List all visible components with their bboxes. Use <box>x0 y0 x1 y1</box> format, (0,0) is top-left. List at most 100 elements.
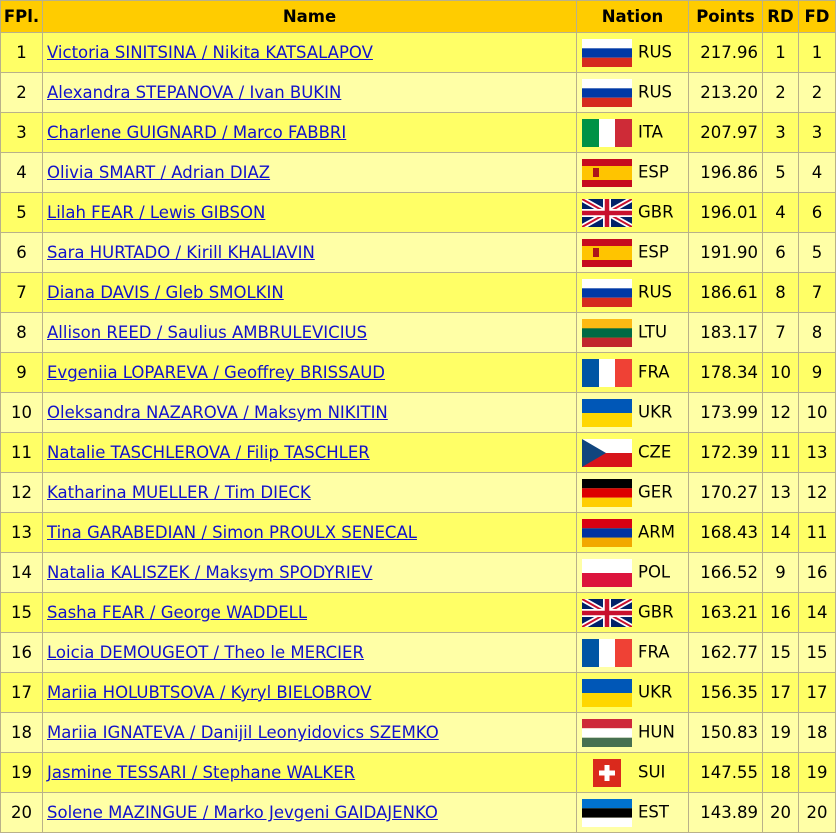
header-cell: Nation <box>576 0 689 33</box>
name-cell: Natalie TASCHLEROVA / Filip TASCHLER <box>42 432 577 473</box>
points: 143.89 <box>688 792 763 833</box>
skater-link[interactable]: Mariia IGNATEVA / Danijil Leonyidovics S… <box>47 723 439 742</box>
place: 14 <box>0 552 43 593</box>
result-row: 20 Solene MAZINGUE / Marko Jevgeni GAIDAJ… <box>0 792 836 833</box>
result-row: 2 Alexandra STEPANOVA / Ivan BUKIN RUS 213.… <box>0 72 836 113</box>
place: 8 <box>0 312 43 353</box>
flag <box>582 479 632 507</box>
flag <box>582 199 632 227</box>
flag <box>582 279 632 307</box>
skater-link[interactable]: Tina GARABEDIAN / Simon PROULX SENECAL <box>47 523 417 542</box>
place: 5 <box>0 192 43 233</box>
points: 213.20 <box>688 72 763 113</box>
free-dance-rank: 19 <box>798 752 836 793</box>
skater-link[interactable]: Charlene GUIGNARD / Marco FABBRI <box>47 123 347 142</box>
free-dance-rank: 2 <box>798 72 836 113</box>
result-row: 17 Mariia HOLUBTSOVA / Kyryl BIELOBROV UKR… <box>0 672 836 713</box>
nation-cell: LTU <box>576 312 689 353</box>
nation-code: POL <box>638 562 671 581</box>
rhythm-dance-rank: 14 <box>762 512 799 553</box>
nation-cell: GBR <box>576 192 689 233</box>
skater-link[interactable]: Sasha FEAR / George WADDELL <box>47 603 308 622</box>
result-row: 11 Natalie TASCHLEROVA / Filip TASCHLER CZ… <box>0 432 836 473</box>
place: 7 <box>0 272 43 313</box>
nation-cell: UKR <box>576 672 689 713</box>
rhythm-dance-rank: 7 <box>762 312 799 353</box>
rhythm-dance-rank: 5 <box>762 152 799 193</box>
name-cell: Solene MAZINGUE / Marko Jevgeni GAIDAJEN… <box>42 792 577 833</box>
skater-link[interactable]: Olivia SMART / Adrian DIAZ <box>47 163 271 182</box>
free-dance-rank: 9 <box>798 352 836 393</box>
nation-code: ESP <box>638 162 669 181</box>
nation-cell: RUS <box>576 32 689 73</box>
name-cell: Natalia KALISZEK / Maksym SPODYRIEV <box>42 552 577 593</box>
place: 1 <box>0 32 43 73</box>
points: 173.99 <box>688 392 763 433</box>
rhythm-dance-rank: 9 <box>762 552 799 593</box>
free-dance-rank: 12 <box>798 472 836 513</box>
points: 147.55 <box>688 752 763 793</box>
skater-link[interactable]: Jasmine TESSARI / Stephane WALKER <box>47 763 356 782</box>
skater-link[interactable]: Mariia HOLUBTSOVA / Kyryl BIELOBROV <box>47 683 372 702</box>
nation-code: FRA <box>638 642 670 661</box>
skater-link[interactable]: Evgeniia LOPAREVA / Geoffrey BRISSAUD <box>47 363 385 382</box>
place: 20 <box>0 792 43 833</box>
name-cell: Tina GARABEDIAN / Simon PROULX SENECAL <box>42 512 577 553</box>
skater-link[interactable]: Victoria SINITSINA / Nikita KATSALAPOV <box>47 43 373 62</box>
skater-link[interactable]: Natalia KALISZEK / Maksym SPODYRIEV <box>47 563 373 582</box>
flag <box>582 439 632 467</box>
rhythm-dance-rank: 1 <box>762 32 799 73</box>
name-cell: Olivia SMART / Adrian DIAZ <box>42 152 577 193</box>
flag <box>582 759 632 787</box>
points: 191.90 <box>688 232 763 273</box>
flag <box>582 399 632 427</box>
name-cell: Alexandra STEPANOVA / Ivan BUKIN <box>42 72 577 113</box>
nation-cell: ESP <box>576 152 689 193</box>
points: 183.17 <box>688 312 763 353</box>
skater-link[interactable]: Katharina MUELLER / Tim DIECK <box>47 483 311 502</box>
nation-code: RUS <box>638 42 673 61</box>
skater-link[interactable]: Sara HURTADO / Kirill KHALIAVIN <box>47 243 315 262</box>
flag <box>582 359 632 387</box>
rhythm-dance-rank: 3 <box>762 112 799 153</box>
result-row: 7 Diana DAVIS / Gleb SMOLKIN RUS 186.61 8 7 <box>0 272 836 313</box>
name-cell: Lilah FEAR / Lewis GIBSON <box>42 192 577 233</box>
free-dance-rank: 13 <box>798 432 836 473</box>
place: 2 <box>0 72 43 113</box>
result-row: 13 Tina GARABEDIAN / Simon PROULX SENECAL… <box>0 512 836 553</box>
free-dance-rank: 5 <box>798 232 836 273</box>
result-row: 18 Mariia IGNATEVA / Danijil Leonyidovics… <box>0 712 836 753</box>
skater-link[interactable]: Natalie TASCHLEROVA / Filip TASCHLER <box>47 443 370 462</box>
free-dance-rank: 14 <box>798 592 836 633</box>
skater-link[interactable]: Solene MAZINGUE / Marko Jevgeni GAIDAJEN… <box>47 803 438 822</box>
nation-cell: GER <box>576 472 689 513</box>
skater-link[interactable]: Allison REED / Saulius AMBRULEVICIUS <box>47 323 368 342</box>
skater-link[interactable]: Loicia DEMOUGEOT / Theo le MERCIER <box>47 643 364 662</box>
skater-link[interactable]: Alexandra STEPANOVA / Ivan BUKIN <box>47 83 342 102</box>
rhythm-dance-rank: 12 <box>762 392 799 433</box>
result-row: 16 Loicia DEMOUGEOT / Theo le MERCIER FRA 1… <box>0 632 836 673</box>
nation-code: SUI <box>638 762 666 781</box>
flag <box>582 239 632 267</box>
skater-link[interactable]: Diana DAVIS / Gleb SMOLKIN <box>47 283 284 302</box>
skater-link[interactable]: Lilah FEAR / Lewis GIBSON <box>47 203 266 222</box>
flag <box>582 159 632 187</box>
result-row: 6 Sara HURTADO / Kirill KHALIAVIN ESP 191.9… <box>0 232 836 273</box>
rhythm-dance-rank: 10 <box>762 352 799 393</box>
name-cell: Mariia HOLUBTSOVA / Kyryl BIELOBROV <box>42 672 577 713</box>
rhythm-dance-rank: 4 <box>762 192 799 233</box>
nation-cell: SUI <box>576 752 689 793</box>
nation-code: FRA <box>638 362 670 381</box>
rhythm-dance-rank: 13 <box>762 472 799 513</box>
name-cell: Charlene GUIGNARD / Marco FABBRI <box>42 112 577 153</box>
table-body: 1 Victoria SINITSINA / Nikita KATSALAPOV R… <box>0 32 836 833</box>
place: 13 <box>0 512 43 553</box>
skater-link[interactable]: Oleksandra NAZAROVA / Maksym NIKITIN <box>47 403 388 422</box>
nation-code: HUN <box>638 722 675 741</box>
free-dance-rank: 10 <box>798 392 836 433</box>
free-dance-rank: 20 <box>798 792 836 833</box>
nation-cell: ARM <box>576 512 689 553</box>
place: 18 <box>0 712 43 753</box>
flag <box>582 639 632 667</box>
